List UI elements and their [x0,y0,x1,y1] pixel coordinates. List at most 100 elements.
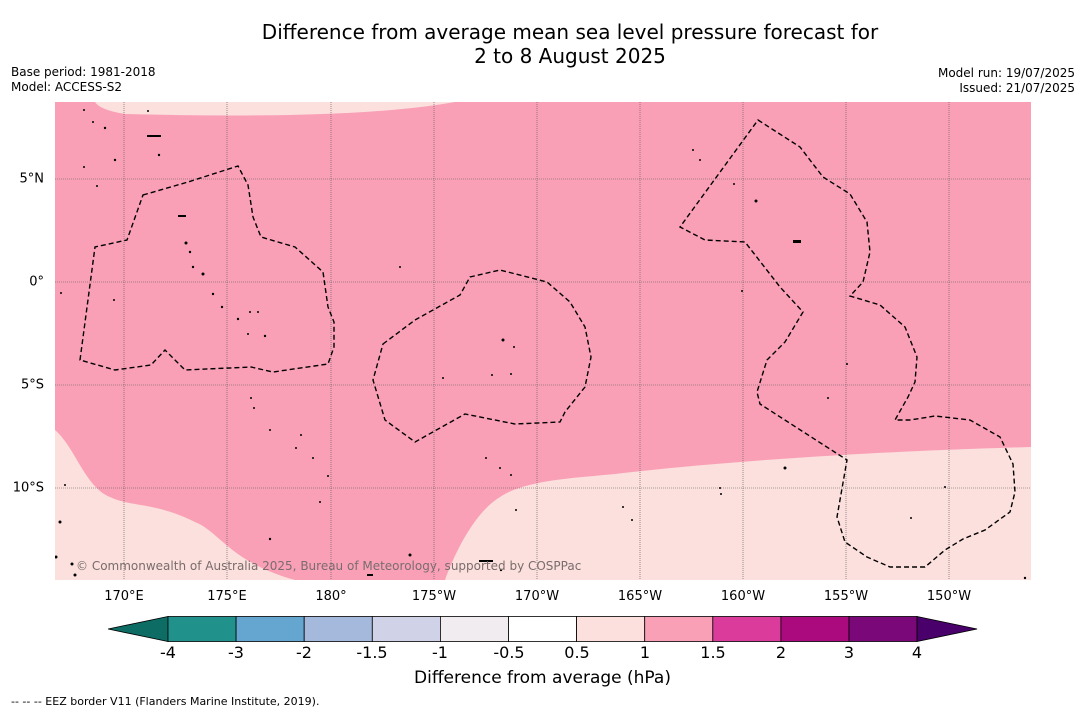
colorbar-tick-label: 4 [911,643,923,662]
island [188,250,192,254]
x-tick-label: 175°E [207,589,247,604]
map-title-line1: Difference from average mean sea level p… [261,20,879,44]
island [846,363,848,365]
island [295,447,297,449]
island [699,159,701,161]
colorbar-extend-max [916,616,978,642]
eez-tuvalu [79,165,335,373]
island [754,199,758,203]
island [719,487,721,489]
y-tick-label: 10°S [12,480,44,496]
island [268,537,272,541]
island [70,562,74,566]
colorbar-tick-label: 3 [843,643,855,662]
eez-phoenix-islands [372,269,592,443]
island [263,334,267,338]
colorbar-segment [712,616,782,642]
colorbar-tick-label: -0.5 [493,643,525,662]
island [720,493,722,495]
colorbar-label: Difference from average (hPa) [414,668,671,688]
island [201,272,205,276]
island [399,266,401,268]
island [783,466,787,470]
island [83,166,85,168]
island [60,292,62,294]
island [408,553,412,557]
map-title-line2: 2 to 8 August 2025 [474,44,666,68]
colorbar-segment [235,616,305,642]
anomaly-region-0-5-to-1-southeast [445,447,1031,580]
colorbar-extend-min [107,616,169,642]
x-tick-label: 175°W [411,589,457,604]
island [178,215,186,217]
island [103,126,107,130]
island [211,292,215,296]
island [220,305,224,309]
island [510,373,512,375]
island [793,240,801,243]
map-panel [55,102,1031,580]
y-tick-label: 5°N [19,171,45,187]
colorbar-tick-label: 1 [639,643,651,662]
island [501,338,505,342]
colorbar-tick-label: -3 [228,643,244,662]
island [96,185,98,187]
island [250,397,252,399]
island [692,149,694,151]
island [733,183,735,185]
island [191,265,195,269]
colorbar-segment [439,616,509,642]
colorbar-segment [848,616,918,642]
island [253,407,255,409]
colorbar-segment [303,616,373,642]
island [58,520,62,524]
island [741,290,743,292]
eez-borders [79,119,1016,568]
island [491,374,493,376]
colorbar-tick-label: -1 [432,643,448,662]
colorbar-svg [107,616,978,642]
graticule [55,102,1031,580]
island [910,517,912,519]
island [83,109,85,111]
x-tick-label: 150°W [926,589,972,604]
island [1023,576,1027,580]
island [157,153,161,157]
island [300,434,302,436]
colorbar-tick-label: -1.5 [356,643,388,662]
colorbar-segment [508,616,577,642]
island [312,457,314,459]
x-tick-label: 155°W [823,589,869,604]
y-tick-label: 0° [29,274,44,290]
copyright-notice: © Commonwealth of Australia 2025, Bureau… [76,559,582,573]
colorbar-tick-label: -2 [296,643,312,662]
island [147,110,149,112]
x-tick-label: 160°W [720,589,766,604]
colorbar-tick-label: 0.5 [564,643,590,662]
x-tick-label: 170°W [514,589,560,604]
island [55,555,58,559]
model-run: Model run: 19/07/2025 [937,66,1075,80]
meta-right: Model run: 19/07/2025 Issued: 21/07/2025 [938,66,1075,96]
eez-footnote: -- -- -- EEZ border V11 (Flanders Marine… [11,695,320,708]
colorbar-segment [576,616,646,642]
island [513,346,515,348]
colorbar-tick-label: 1.5 [700,643,726,662]
island [269,429,271,431]
x-tick-label: 180° [315,589,347,604]
island [499,467,501,469]
island [499,568,503,572]
issued-date: Issued: 21/07/2025 [959,81,1075,95]
island [73,573,77,577]
island [147,135,161,137]
island [631,519,633,521]
colorbar-segment [371,616,441,642]
island [236,317,240,321]
base-period: Base period: 1981-2018 [11,65,156,79]
eez-line-islands [678,119,1016,568]
model-name: Model: ACCESS-S2 [11,80,123,94]
island [319,501,321,503]
colorbar-tick-label: 2 [775,643,787,662]
island [515,509,517,511]
island [113,158,117,162]
